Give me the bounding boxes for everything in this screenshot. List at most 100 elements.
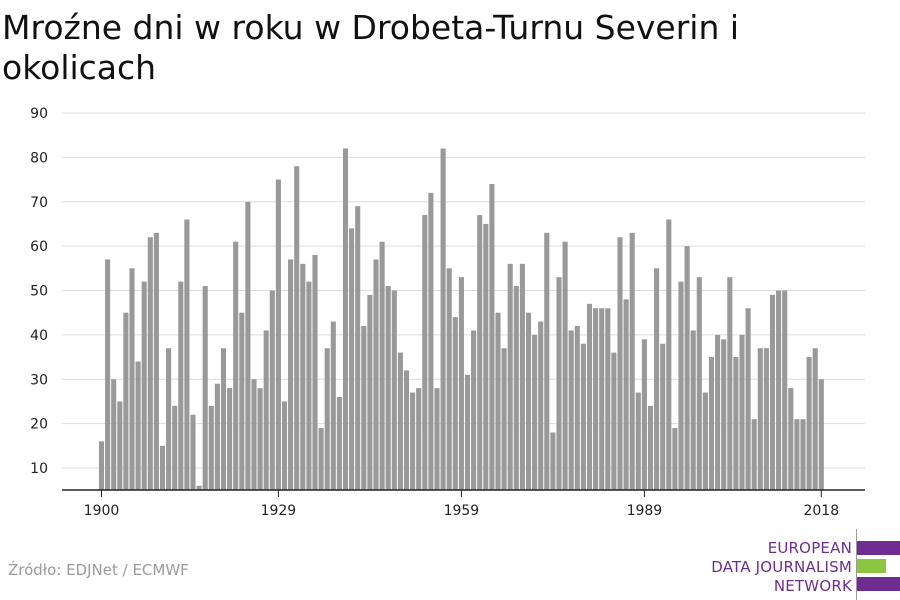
bar — [98, 441, 105, 490]
logo-line-1: EUROPEAN — [767, 539, 852, 557]
bar — [440, 148, 446, 490]
bar — [580, 343, 586, 490]
bar — [666, 219, 672, 490]
bar — [721, 339, 727, 490]
bar — [788, 388, 794, 490]
logo-bar-purple-top — [857, 541, 900, 555]
bar — [672, 428, 678, 490]
bar — [471, 330, 477, 490]
bar — [556, 277, 562, 490]
bar — [739, 334, 745, 490]
y-tick-label: 10 — [30, 461, 48, 477]
bar — [733, 357, 739, 490]
bar — [812, 348, 818, 490]
logo-bar-green — [857, 559, 886, 573]
bar — [458, 277, 464, 490]
bar — [263, 330, 269, 490]
bar — [550, 432, 556, 490]
logo-divider — [856, 529, 857, 600]
bar — [513, 286, 519, 490]
bar — [416, 388, 422, 490]
bar — [202, 286, 208, 490]
bar — [178, 281, 184, 490]
bar — [257, 388, 263, 490]
bar — [123, 312, 129, 490]
y-tick-label: 30 — [30, 372, 48, 388]
bar — [641, 339, 647, 490]
bar — [361, 326, 367, 490]
bar — [690, 330, 696, 490]
bar — [385, 286, 391, 490]
bar — [489, 184, 495, 490]
bar — [605, 308, 611, 490]
bar — [403, 370, 410, 490]
bar — [776, 290, 782, 490]
bar — [288, 259, 294, 490]
bar — [763, 348, 769, 490]
bar — [800, 419, 806, 490]
bar — [574, 326, 580, 490]
bar — [477, 215, 483, 490]
bar — [245, 201, 251, 490]
bar — [727, 277, 733, 490]
bars — [98, 148, 824, 490]
bar — [660, 343, 666, 490]
bar — [251, 379, 257, 490]
y-tick-label: 80 — [30, 150, 48, 166]
x-tick-label: 2018 — [803, 503, 839, 519]
bar — [227, 388, 233, 490]
bar — [196, 485, 202, 490]
bar — [141, 281, 147, 490]
bar — [507, 263, 513, 490]
y-tick-label: 70 — [30, 195, 48, 211]
bar — [794, 419, 800, 490]
bar — [269, 290, 275, 490]
bar — [208, 405, 214, 490]
bar — [294, 166, 300, 490]
bar — [538, 321, 544, 490]
bar — [635, 392, 641, 490]
bar — [544, 232, 550, 490]
bar — [312, 255, 318, 490]
bar — [373, 259, 379, 490]
bar — [593, 308, 599, 490]
bar — [611, 352, 617, 490]
axes: 10 20 30 40 50 60 70 80 90 1900 1929 1959 1989 2018 — [30, 106, 865, 519]
bar — [654, 268, 660, 490]
bar — [318, 428, 324, 490]
bar — [111, 379, 117, 490]
bar — [330, 321, 336, 490]
y-tick-label: 50 — [30, 284, 48, 300]
bar — [135, 361, 141, 490]
bar — [769, 294, 776, 490]
bar — [586, 303, 593, 490]
bar — [818, 379, 824, 490]
bar — [355, 206, 361, 490]
bar — [629, 232, 635, 490]
x-tick-label: 1900 — [84, 503, 120, 519]
bar — [281, 401, 288, 490]
bar — [428, 192, 434, 490]
bar — [166, 348, 172, 490]
bar — [349, 228, 355, 490]
edjnet-logo: EUROPEAN DATA JOURNALISM NETWORK — [700, 529, 900, 600]
bar — [434, 388, 440, 490]
logo-line-3: NETWORK — [773, 577, 852, 595]
bar — [306, 281, 312, 490]
bar — [117, 401, 123, 490]
bar — [715, 334, 721, 490]
bar — [519, 263, 525, 490]
bar — [391, 290, 397, 490]
logo-bar-purple-bottom — [857, 577, 900, 591]
bar — [367, 294, 373, 490]
bar — [410, 392, 416, 490]
y-tick-label: 90 — [30, 106, 48, 122]
bar — [696, 277, 702, 490]
bar — [483, 223, 489, 490]
bar — [525, 312, 532, 490]
bar — [647, 405, 654, 490]
bar — [617, 237, 623, 490]
bar — [214, 383, 220, 490]
bar — [501, 348, 507, 490]
bar — [379, 241, 385, 490]
